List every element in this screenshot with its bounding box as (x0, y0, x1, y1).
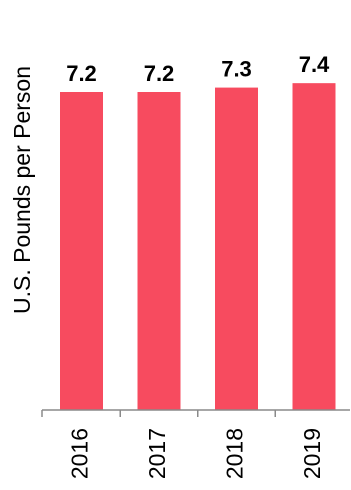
value-label-2018: 7.3 (221, 57, 252, 82)
x-axis-tick-labels: 2016 2017 2018 2019 (67, 428, 326, 479)
value-labels-group: 7.2 7.2 7.3 7.4 (66, 52, 330, 86)
bar-2016 (60, 92, 103, 410)
x-tick-label-2017: 2017 (144, 428, 170, 479)
x-tick-label-2019: 2019 (299, 428, 325, 479)
value-label-2019: 7.4 (299, 52, 330, 77)
y-axis-title: U.S. Pounds per Person (9, 66, 35, 314)
value-label-2017: 7.2 (144, 61, 175, 86)
bars-group (60, 83, 336, 411)
value-label-2016: 7.2 (66, 61, 97, 86)
x-tick-label-2016: 2016 (67, 428, 93, 479)
x-axis-ticks (41, 410, 276, 417)
bar-2018 (215, 87, 258, 410)
bar-2017 (137, 92, 181, 410)
x-tick-label-2018: 2018 (222, 428, 248, 479)
bar-2019 (292, 83, 336, 411)
